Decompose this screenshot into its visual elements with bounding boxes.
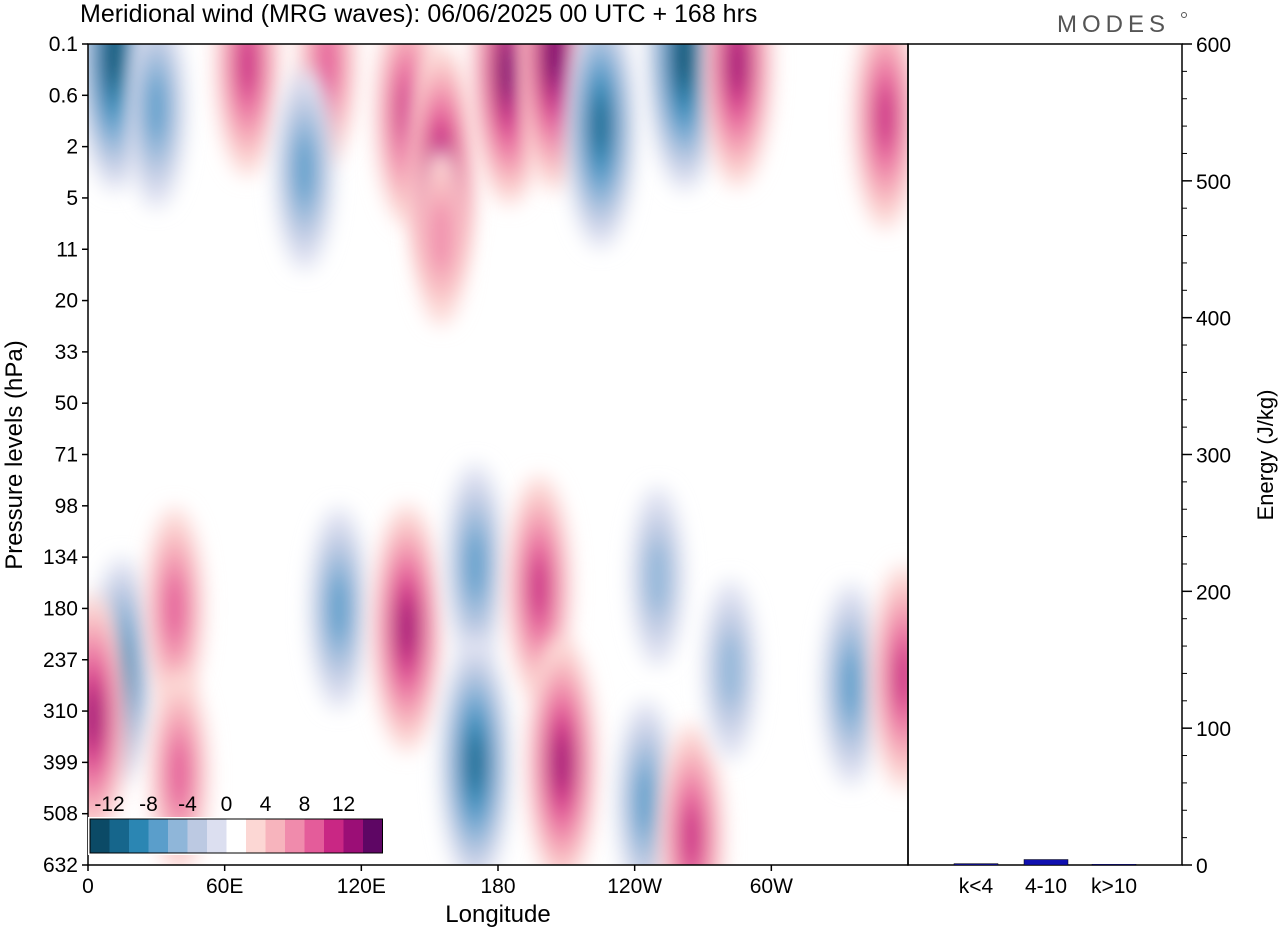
positive-wind-anomaly xyxy=(414,146,468,326)
colorbar-swatch xyxy=(285,819,305,853)
pressure-axis: 0.1 0.6 2 5 11 20 33 50 71 98 134 180 237 310 399 508 63… xyxy=(43,33,88,877)
colorbar-swatch xyxy=(363,819,383,853)
negative-wind-anomaly xyxy=(646,44,723,191)
negative-wind-anomaly xyxy=(630,487,685,667)
energy-bar xyxy=(953,863,999,866)
y-tick-label: 33 xyxy=(55,341,78,364)
x-tick-label: 60E xyxy=(206,875,243,898)
energy-tick-label: 200 xyxy=(1196,581,1231,604)
energy-tick-label: 500 xyxy=(1196,171,1231,194)
positive-wind-anomaly xyxy=(852,44,908,230)
energy-bar xyxy=(1023,859,1069,866)
negative-wind-anomaly xyxy=(445,464,505,666)
logo-registered-mark xyxy=(1181,12,1187,18)
colorbar-label: -8 xyxy=(139,793,158,816)
colorbar-label: 4 xyxy=(260,793,272,816)
energy-axis-label: Energy (J/kg) xyxy=(1253,390,1278,521)
energy-category-label: k<4 xyxy=(959,875,994,898)
energy-tick-label: 600 xyxy=(1196,34,1231,57)
x-tick-label: 120E xyxy=(337,875,386,898)
energy-category-label: k>10 xyxy=(1091,875,1137,898)
colorbar-label: 12 xyxy=(332,793,355,816)
colorbar-swatch xyxy=(207,819,227,853)
y-tick-label: 134 xyxy=(43,546,78,569)
positive-wind-anomaly xyxy=(871,565,908,790)
modes-logo: MODES xyxy=(1057,11,1170,38)
positive-wind-anomaly xyxy=(702,44,773,188)
colorbar-outline xyxy=(89,818,383,854)
negative-wind-anomaly xyxy=(440,639,511,865)
colorbar-swatch xyxy=(246,819,266,853)
x-tick-label: 120W xyxy=(607,875,662,898)
energy-panel-frame xyxy=(907,43,1183,866)
energy-axis: 0 100 200 300 400 500 600 xyxy=(1182,34,1231,878)
colorbar-label: -12 xyxy=(94,793,124,816)
energy-bar xyxy=(1091,864,1137,866)
positive-wind-anomaly xyxy=(471,44,548,206)
colorbar-swatch xyxy=(148,819,169,853)
chart-title: Meridional wind (MRG waves): 06/06/2025 … xyxy=(80,0,757,28)
x-tick-label: 180 xyxy=(480,875,515,898)
x-tick-label: 60W xyxy=(750,875,793,898)
y-tick-label: 310 xyxy=(43,700,78,723)
y-tick-label: 180 xyxy=(43,597,78,620)
y-tick-label: 508 xyxy=(43,803,78,826)
colorbar-swatch xyxy=(343,819,364,853)
positive-wind-anomaly xyxy=(88,593,128,842)
energy-tick-label: 100 xyxy=(1196,718,1231,741)
x-axis-label: Longitude xyxy=(445,901,550,928)
x-tick-label: 0 xyxy=(82,875,94,898)
colorbar-swatch xyxy=(109,819,130,853)
y-axis-label: Pressure levels (hPa) xyxy=(1,340,28,569)
energy-tick-label: 0 xyxy=(1196,855,1208,878)
y-tick-label: 237 xyxy=(43,649,78,672)
colorbar-label: 0 xyxy=(221,793,233,816)
colorbar-swatch xyxy=(187,819,208,853)
negative-wind-anomaly xyxy=(703,580,757,760)
y-tick-label: 71 xyxy=(55,444,78,467)
positive-wind-anomaly xyxy=(371,504,443,752)
y-tick-label: 50 xyxy=(55,392,78,415)
heatmap-field xyxy=(88,44,908,865)
colorbar-swatch xyxy=(324,819,344,853)
negative-wind-anomaly xyxy=(309,507,368,710)
y-tick-label: 11 xyxy=(56,238,78,261)
colorbar-swatch xyxy=(90,819,110,853)
energy-tick-label: 300 xyxy=(1196,445,1231,468)
colorbar-swatch xyxy=(304,819,325,853)
negative-wind-anomaly xyxy=(565,44,636,249)
negative-wind-anomaly xyxy=(126,44,186,209)
positive-wind-anomaly xyxy=(659,724,724,865)
longitude-axis: 0 60E 120E 180 120W 60W xyxy=(82,865,793,898)
y-tick-label: 632 xyxy=(43,854,78,877)
y-tick-label: 2 xyxy=(66,136,78,159)
positive-wind-anomaly xyxy=(526,639,597,865)
positive-wind-anomaly xyxy=(145,507,204,710)
positive-wind-anomaly xyxy=(149,672,209,865)
y-tick-label: 98 xyxy=(55,495,78,518)
negative-wind-anomaly xyxy=(274,68,334,271)
y-tick-label: 5 xyxy=(66,187,78,210)
y-tick-label: 399 xyxy=(43,751,78,774)
y-tick-label: 0.6 xyxy=(49,84,78,107)
negative-wind-anomaly xyxy=(821,583,881,786)
colorbar-label: 8 xyxy=(299,793,311,816)
energy-category-label: 4-10 xyxy=(1025,875,1067,898)
energy-bars: k<4 4-10 k>10 xyxy=(953,859,1137,898)
colorbar-legend: -12 -8 -4 0 4 8 12 xyxy=(88,793,385,855)
y-tick-label: 0.1 xyxy=(49,33,78,56)
colorbar-swatch xyxy=(168,819,188,853)
colorbar-swatch xyxy=(129,819,149,853)
colorbar-label: -4 xyxy=(178,793,197,816)
y-tick-label: 20 xyxy=(55,290,78,313)
energy-tick-label: 400 xyxy=(1196,308,1231,331)
colorbar-swatch xyxy=(265,819,286,853)
colorbar-swatch xyxy=(226,819,247,853)
positive-wind-anomaly xyxy=(215,44,280,176)
